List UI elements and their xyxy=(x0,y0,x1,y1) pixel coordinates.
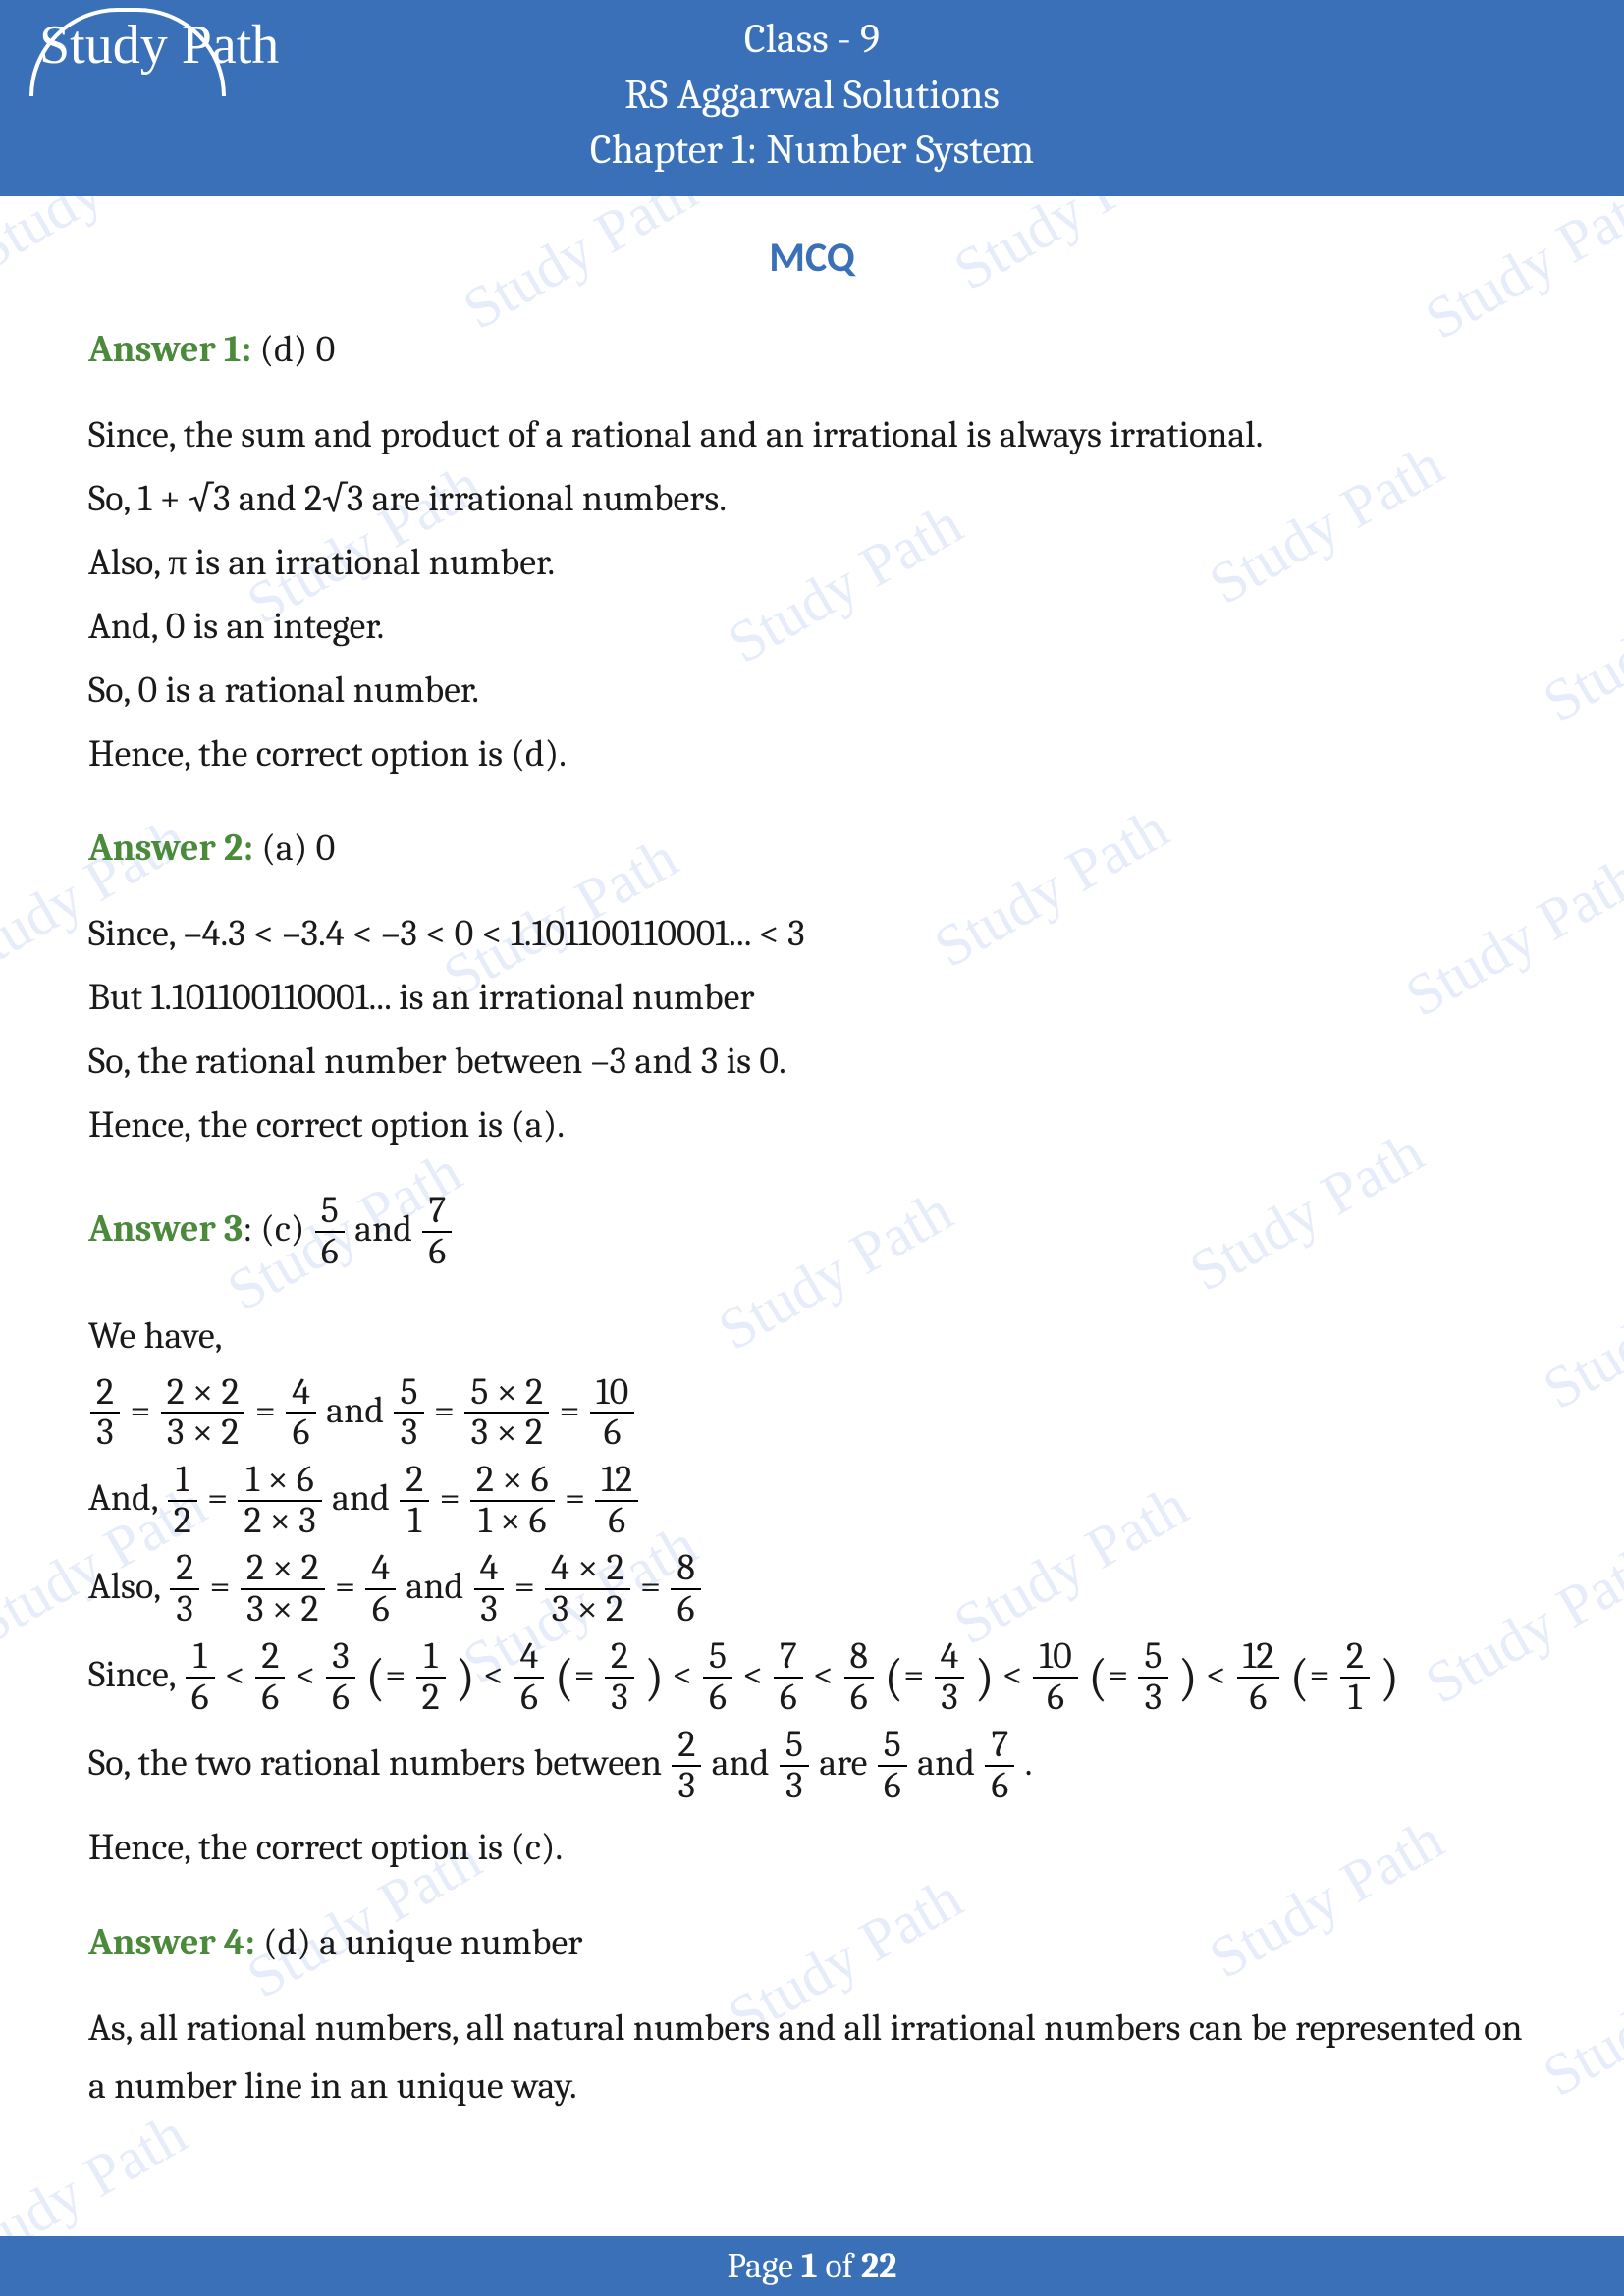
answer-1-label: Answer 1: xyxy=(88,328,251,371)
footer-pre: Page xyxy=(728,2246,801,2286)
answer-2-block: Answer 2: (a) 0 Since, –4.3 < –3.4 < –3 … xyxy=(88,820,1536,1153)
footer-total: 22 xyxy=(861,2246,897,2286)
footer-current: 1 xyxy=(801,2246,818,2286)
footer-mid: of xyxy=(817,2246,860,2286)
answer-1-choice: (d) 0 xyxy=(251,328,335,371)
a1-p4: And, 0 is an integer. xyxy=(88,598,1536,656)
answer-4-block: Answer 4: (d) a unique number As, all ra… xyxy=(88,1914,1536,2115)
a3-line1: 23 = 2 × 23 × 2 = 46 and 53 = 5 × 23 × 2… xyxy=(88,1373,1536,1454)
answer-2-choice: (a) 0 xyxy=(253,827,335,870)
answer-4-choice: (d) a unique number xyxy=(255,1921,583,1964)
a1-p1: Since, the sum and product of a rational… xyxy=(88,406,1536,464)
mcq-title: MCQ xyxy=(88,226,1536,290)
a2-p3: So, the rational number between –3 and 3… xyxy=(88,1033,1536,1091)
a1-p2: So, 1 + √3 and 2√3 are irrational number… xyxy=(88,470,1536,528)
frac-5-6: 56 xyxy=(315,1192,345,1272)
a1-p3: Also, π is an irrational number. xyxy=(88,534,1536,592)
answer-4-label: Answer 4: xyxy=(88,1921,255,1964)
logo: Study Path xyxy=(39,14,279,77)
answer-3-block: Answer 3: (c) 56 and 76 We have, 23 = 2 … xyxy=(88,1192,1536,1877)
a3-hence: Hence, the correct option is (c). xyxy=(88,1819,1536,1877)
and-text: and xyxy=(354,1207,420,1251)
answer-3-label: Answer 3 xyxy=(88,1207,243,1251)
page-footer: Page 1 of 22 xyxy=(0,2236,1624,2296)
a4-p1: As, all rational numbers, all natural nu… xyxy=(88,2000,1536,2115)
header-chapter: Chapter 1: Number System xyxy=(0,123,1624,179)
a2-p4: Hence, the correct option is (a). xyxy=(88,1096,1536,1154)
answer-2-label: Answer 2: xyxy=(88,827,253,870)
a3-line2: And, 12 = 1 × 62 × 3 and 21 = 2 × 61 × 6… xyxy=(88,1461,1536,1541)
a3-line3: Also, 23 = 2 × 23 × 2 = 46 and 43 = 4 × … xyxy=(88,1549,1536,1629)
a2-p1: Since, –4.3 < –3.4 < –3 < 0 < 1.10110011… xyxy=(88,905,1536,963)
a3-wehave: We have, xyxy=(88,1308,1536,1365)
frac-7-6: 76 xyxy=(422,1192,452,1272)
a3-line4: Since, 16 < 26 < 36 (= 12 ) < 46 (= 23 )… xyxy=(88,1637,1536,1718)
a1-p5: So, 0 is a rational number. xyxy=(88,662,1536,720)
a3-so: So, the two rational numbers between 23 … xyxy=(88,1726,1536,1806)
a2-p2: But 1.101100110001... is an irrational n… xyxy=(88,969,1536,1027)
a1-p6: Hence, the correct option is (d). xyxy=(88,725,1536,783)
answer-3-choice-prefix: : (c) xyxy=(243,1207,312,1251)
answer-1-block: Answer 1: (d) 0 Since, the sum and produ… xyxy=(88,321,1536,782)
content-area: MCQ Answer 1: (d) 0 Since, the sum and p… xyxy=(0,196,1624,2115)
